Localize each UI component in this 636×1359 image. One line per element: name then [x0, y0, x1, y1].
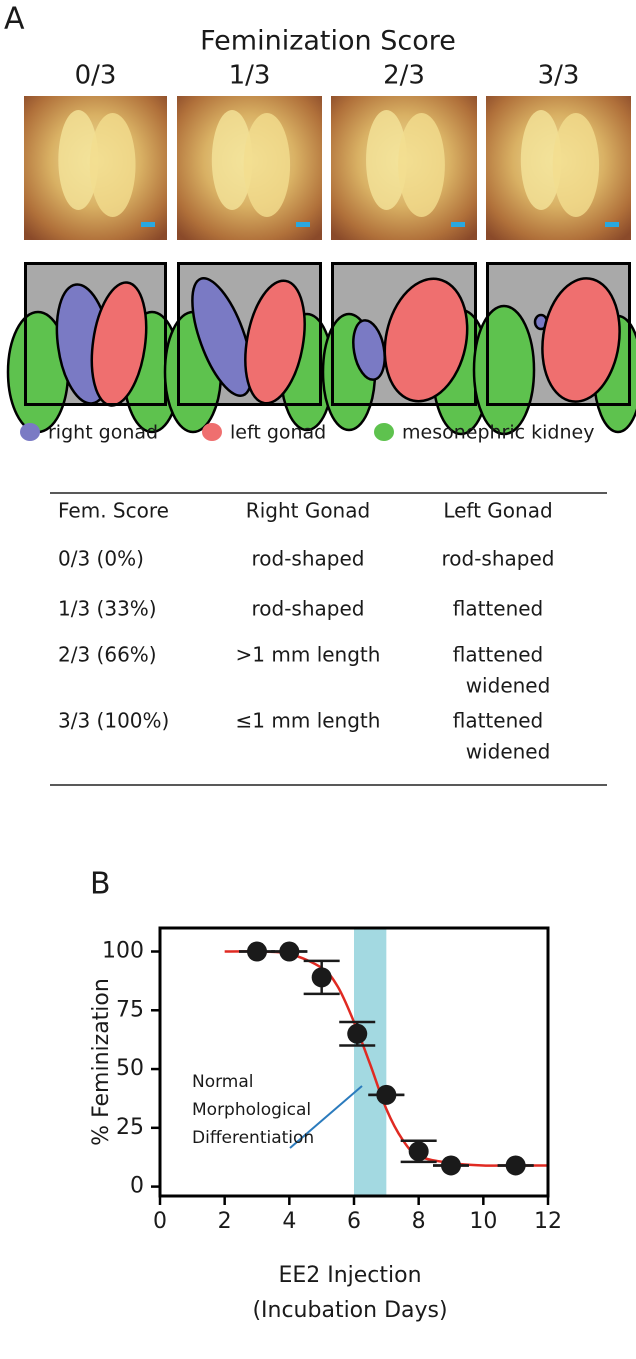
- scale-bar: [141, 222, 155, 227]
- data-point: [408, 1141, 429, 1162]
- diagram-frame: [486, 262, 631, 406]
- legend-label: left gonad: [230, 422, 326, 444]
- scale-bar: [605, 222, 619, 227]
- table-header: Right Gonad: [246, 499, 370, 523]
- table-cell: 3/3 (100%): [58, 709, 169, 733]
- diagram-frame: [331, 262, 477, 406]
- table-header: Left Gonad: [443, 499, 552, 523]
- x-tick-label: 8: [412, 1209, 426, 1234]
- table-cell: rod-shaped: [252, 597, 365, 621]
- photo-tissue: [398, 113, 445, 217]
- table-cell: flattened: [453, 643, 544, 667]
- x-tick-label: 0: [153, 1209, 167, 1234]
- table-cell: 0/3 (0%): [58, 547, 144, 571]
- right-gonad-shape: [191, 277, 253, 397]
- x-tick-label: 4: [282, 1209, 296, 1234]
- photo-tissue: [520, 110, 562, 210]
- table-cell: widened: [466, 740, 551, 764]
- score-label: 2/3: [383, 61, 425, 91]
- x-tick-label: 12: [534, 1209, 562, 1234]
- x-tick-label: 2: [218, 1209, 232, 1234]
- photo-tissue: [243, 113, 291, 217]
- diagram-frame: [24, 262, 167, 406]
- data-point: [376, 1084, 397, 1105]
- plot-frame: [158, 926, 550, 1198]
- legend-label: mesonephric kidney: [402, 422, 594, 444]
- photo-tissue: [366, 110, 407, 210]
- score-label: 1/3: [229, 61, 271, 91]
- data-point: [279, 941, 300, 962]
- legend-label: right gonad: [48, 422, 158, 444]
- diagram: [163, 262, 335, 434]
- panel-label: B: [90, 867, 111, 902]
- data-point: [347, 1023, 368, 1044]
- diagram: [321, 262, 491, 436]
- x-tick-label: 6: [347, 1209, 361, 1234]
- y-tick-label: 100: [102, 939, 144, 964]
- legend-swatch: [202, 423, 222, 441]
- y-tick-label: 25: [116, 1115, 144, 1140]
- x-tick-label: 10: [469, 1209, 497, 1234]
- scale-bar: [296, 222, 310, 227]
- annotation-text: Normal: [192, 1072, 254, 1092]
- data-point: [311, 967, 332, 988]
- left-gonad-shape: [541, 277, 621, 403]
- left-gonad-shape: [383, 277, 469, 403]
- photo-tissue: [552, 113, 600, 217]
- legend-swatch: [20, 423, 40, 441]
- table-cell: rod-shaped: [442, 547, 555, 571]
- data-point: [247, 941, 267, 962]
- scale-bar: [451, 222, 465, 227]
- annotation-text: Morphological: [192, 1100, 311, 1120]
- score-label: 3/3: [538, 61, 580, 91]
- y-tick-label: 0: [130, 1174, 144, 1199]
- table-cell: widened: [466, 674, 551, 698]
- legend: right gonad left gonad mesonephric kidney: [20, 422, 594, 444]
- x-axis-label: EE2 Injection: [278, 1263, 421, 1288]
- data-point: [441, 1155, 461, 1176]
- diagram-frame: [177, 262, 322, 406]
- table-cell: flattened: [453, 709, 544, 733]
- diagram: [472, 262, 636, 436]
- annotation-text: Differentiation: [192, 1128, 314, 1148]
- photo-tissue: [89, 113, 136, 217]
- photo-row: 0/3 1/3 2/3 3/3: [6, 61, 636, 436]
- diagram: [6, 262, 182, 434]
- data-point: [505, 1155, 526, 1176]
- x-axis-label: (Incubation Days): [252, 1298, 447, 1323]
- table-cell: rod-shaped: [252, 547, 365, 571]
- kidney-shape: [472, 304, 536, 436]
- y-tick-label: 75: [116, 997, 144, 1022]
- photo-tissue: [211, 110, 253, 210]
- annotation-pointer: [289, 1085, 363, 1149]
- photo-tissue: [58, 110, 99, 210]
- panel-title: Feminization Score: [200, 26, 456, 57]
- chart: B 0 2 4 6 8 10 12 0 25 50 75 100 % Feminization EE2 In…: [89, 867, 562, 1324]
- table: Fem. Score Right Gonad Left Gonad 0/3 (0%) r…: [50, 492, 607, 786]
- y-tick-label: 50: [116, 1056, 144, 1081]
- panel-label: A: [4, 2, 25, 37]
- table-cell: 1/3 (33%): [58, 597, 157, 621]
- score-label: 0/3: [75, 61, 117, 91]
- table-cell: >1 mm length: [236, 643, 381, 667]
- y-axis-label: % Feminization: [89, 978, 114, 1146]
- table-cell: flattened: [453, 597, 544, 621]
- legend-swatch: [374, 423, 394, 441]
- table-cell: ≤1 mm length: [236, 709, 381, 733]
- table-header: Fem. Score: [58, 499, 169, 523]
- table-cell: 2/3 (66%): [58, 643, 157, 667]
